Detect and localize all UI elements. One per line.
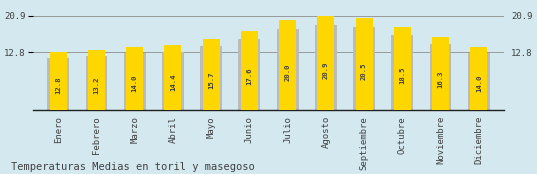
- Bar: [317, 16, 335, 110]
- Text: 14.0: 14.0: [476, 75, 482, 92]
- Bar: [88, 50, 105, 110]
- Bar: [49, 52, 67, 110]
- Bar: [353, 27, 375, 110]
- Bar: [164, 45, 182, 110]
- Bar: [391, 35, 413, 110]
- Text: 18.5: 18.5: [400, 66, 405, 84]
- Bar: [468, 53, 490, 110]
- Bar: [470, 47, 488, 110]
- Text: 16.3: 16.3: [438, 70, 444, 88]
- Bar: [241, 31, 258, 110]
- Text: 14.0: 14.0: [132, 75, 137, 92]
- Bar: [315, 25, 337, 110]
- Bar: [430, 44, 452, 110]
- Bar: [202, 39, 220, 110]
- Text: 20.0: 20.0: [285, 63, 291, 81]
- Bar: [200, 46, 222, 110]
- Text: 12.8: 12.8: [55, 77, 61, 94]
- Text: 13.2: 13.2: [93, 76, 99, 94]
- Bar: [355, 18, 373, 110]
- Bar: [277, 29, 299, 110]
- Bar: [238, 39, 260, 110]
- Bar: [162, 52, 184, 110]
- Text: 20.9: 20.9: [323, 62, 329, 79]
- Bar: [279, 20, 296, 110]
- Bar: [124, 53, 146, 110]
- Bar: [85, 56, 107, 110]
- Text: 20.5: 20.5: [361, 62, 367, 80]
- Bar: [432, 37, 449, 110]
- Text: 17.6: 17.6: [246, 68, 252, 85]
- Text: Temperaturas Medias en toril y masegoso: Temperaturas Medias en toril y masegoso: [11, 162, 255, 172]
- Text: 15.7: 15.7: [208, 72, 214, 89]
- Bar: [47, 58, 69, 110]
- Bar: [394, 27, 411, 110]
- Bar: [126, 47, 143, 110]
- Text: 14.4: 14.4: [170, 74, 176, 91]
